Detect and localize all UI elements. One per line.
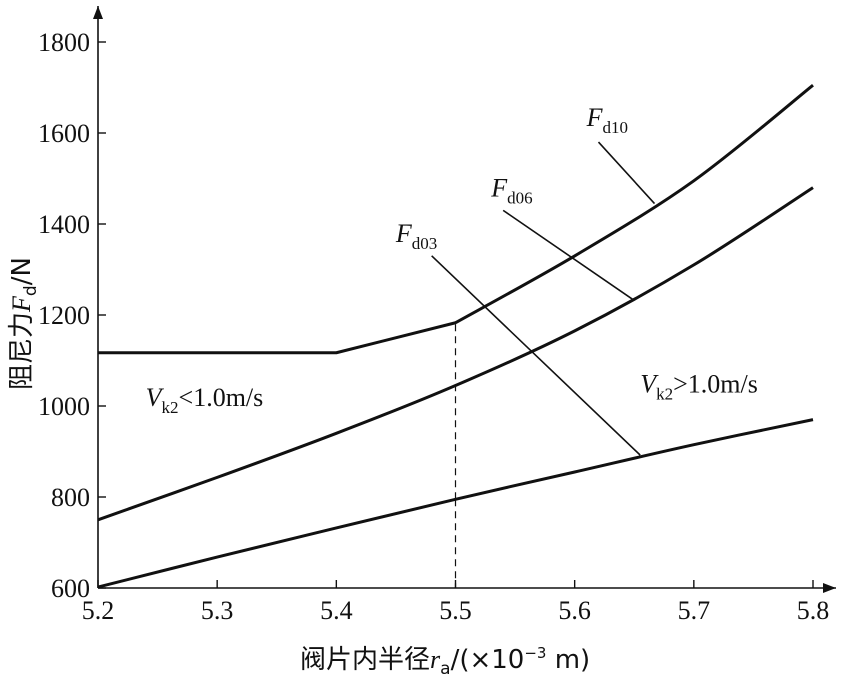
curve-label-f-d10: Fd10 — [586, 103, 628, 137]
x-tick-label: 5.6 — [558, 596, 591, 625]
y-axis-arrow — [93, 6, 103, 19]
x-tick-label: 5.3 — [201, 596, 234, 625]
leader-line — [502, 209, 635, 302]
velocity-annotation: Vk2>1.0m/s — [640, 369, 758, 403]
x-axis-arrow — [823, 583, 836, 593]
y-tick-label: 800 — [51, 483, 90, 512]
velocity-annotation: Vk2<1.0m/s — [146, 383, 264, 417]
series-lines — [97, 84, 814, 589]
y-axis-title: 阻尼力Fd/N — [7, 257, 41, 390]
y-tick-label: 1400 — [38, 210, 90, 239]
leader-line — [431, 255, 641, 456]
x-tick-label: 5.5 — [439, 596, 472, 625]
x-axis-title: 阀片内半径ra/(×10−3 m) — [300, 644, 590, 676]
x-tick-label: 5.7 — [678, 596, 711, 625]
annotations: Vk2<1.0m/s Vk2>1.0m/s — [146, 369, 758, 417]
y-tick-label: 1200 — [38, 301, 90, 330]
y-tick-label: 1600 — [38, 119, 90, 148]
x-tick-label: 5.8 — [797, 596, 830, 625]
x-tick-label: 5.2 — [82, 596, 115, 625]
curve-label-f-d03: Fd03 — [395, 219, 437, 253]
y-tick-label: 600 — [51, 574, 90, 603]
leader-line — [597, 141, 656, 205]
axes — [93, 6, 836, 593]
x-tick-label: 5.4 — [320, 596, 353, 625]
curve-labels: Fd10 Fd06 Fd03 — [395, 103, 656, 456]
curve-label-f-d06: Fd06 — [490, 174, 532, 208]
y-tick-label: 1800 — [38, 28, 90, 57]
series-line-f-d10 — [98, 84, 814, 355]
y-tick-label: 1000 — [38, 392, 90, 421]
ticks: 5.2 5.3 5.4 5.5 5.6 5.7 5.8 600 800 1000 1200 1400 1… — [38, 28, 829, 625]
